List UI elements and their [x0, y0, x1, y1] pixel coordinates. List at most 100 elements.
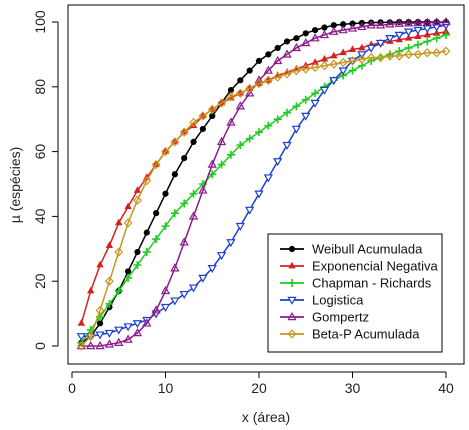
- data-point-beta-p-acumulada: [282, 69, 292, 79]
- data-point-chapman-richards: [124, 273, 133, 282]
- data-point-weibull-acumulada: [237, 77, 244, 84]
- data-point-gompertz: [226, 117, 236, 126]
- data-point-weibull-acumulada: [181, 154, 188, 162]
- data-point-exponencial-negativa: [348, 45, 357, 52]
- data-point-beta-p-acumulada: [123, 218, 133, 228]
- y-tick-label: 80: [32, 79, 48, 95]
- data-point-weibull-acumulada: [321, 24, 328, 31]
- data-point-logistica: [338, 67, 348, 76]
- data-point-logistica: [123, 323, 133, 332]
- data-point-beta-p-acumulada: [198, 111, 208, 121]
- data-point-gompertz: [310, 33, 320, 42]
- data-point-gompertz: [319, 29, 330, 39]
- data-point-beta-p-acumulada: [301, 64, 311, 74]
- data-point-logistica: [188, 284, 199, 293]
- data-point-chapman-richards: [217, 160, 226, 169]
- data-point-chapman-richards: [114, 286, 123, 295]
- data-point-logistica: [432, 23, 442, 32]
- data-point-gompertz: [235, 101, 245, 110]
- series-layer: [76, 16, 451, 351]
- series-beta-p-acumulada: [76, 46, 451, 351]
- data-point-gompertz: [207, 159, 217, 168]
- data-point-gompertz: [142, 318, 152, 327]
- data-point-chapman-richards: [170, 209, 179, 218]
- legend-marker-logistica: [287, 296, 297, 305]
- data-point-beta-p-acumulada: [291, 65, 301, 76]
- data-point-exponencial-negativa: [87, 286, 95, 294]
- data-point-chapman-richards: [264, 121, 273, 130]
- data-point-weibull-acumulada: [171, 171, 178, 178]
- data-point-gompertz: [263, 65, 273, 74]
- data-point-logistica: [263, 174, 273, 183]
- data-point-chapman-richards: [301, 95, 310, 104]
- data-point-chapman-richards: [283, 108, 292, 117]
- data-point-beta-p-acumulada: [170, 137, 180, 147]
- data-point-logistica: [104, 329, 115, 338]
- data-point-chapman-richards: [442, 30, 450, 39]
- data-point-exponencial-negativa: [77, 319, 86, 326]
- data-point-gompertz: [441, 16, 451, 26]
- data-point-chapman-richards: [189, 189, 198, 198]
- y-tick-label: 100: [32, 10, 48, 34]
- data-point-exponencial-negativa: [105, 241, 114, 248]
- data-point-gompertz: [338, 25, 348, 34]
- data-point-logistica: [394, 31, 404, 40]
- data-point-chapman-richards: [142, 248, 151, 257]
- data-point-beta-p-acumulada: [179, 127, 189, 137]
- data-point-beta-p-acumulada: [310, 62, 320, 73]
- series-line-logistica: [81, 24, 447, 338]
- x-tick-label: 0: [68, 380, 76, 396]
- y-axis-title: µ (espécies): [7, 147, 23, 224]
- y-tick-label: 40: [32, 208, 48, 224]
- data-point-logistica: [403, 28, 414, 37]
- axes: 0 10 20 30 40 0 20 40 60 80 100: [32, 10, 454, 396]
- data-point-weibull-acumulada: [246, 67, 253, 74]
- data-point-beta-p-acumulada: [217, 98, 227, 108]
- data-point-weibull-acumulada: [96, 320, 104, 327]
- data-point-exponencial-negativa: [358, 43, 366, 51]
- data-point-gompertz: [375, 20, 386, 29]
- data-point-gompertz: [403, 18, 414, 27]
- data-point-beta-p-acumulada: [422, 48, 432, 58]
- data-point-chapman-richards: [311, 89, 320, 98]
- data-point-gompertz: [347, 23, 358, 32]
- legend-box: [267, 233, 443, 353]
- data-point-beta-p-acumulada: [86, 331, 96, 341]
- legend-marker-gompertz: [287, 311, 297, 321]
- data-point-beta-p-acumulada: [338, 57, 348, 68]
- y-tick-label: 60: [32, 144, 48, 160]
- x-tick-label: 30: [345, 380, 361, 396]
- data-point-exponencial-negativa: [96, 260, 104, 268]
- data-point-logistica: [282, 141, 292, 150]
- data-point-weibull-acumulada: [274, 44, 281, 52]
- data-point-exponencial-negativa: [115, 218, 123, 226]
- data-point-weibull-acumulada: [283, 38, 291, 45]
- data-point-chapman-richards: [226, 150, 235, 159]
- data-point-chapman-richards: [105, 299, 114, 308]
- data-point-logistica: [366, 44, 376, 53]
- data-point-chapman-richards: [245, 134, 254, 143]
- data-point-logistica: [319, 86, 330, 95]
- data-point-beta-p-acumulada: [413, 49, 423, 60]
- data-point-logistica: [329, 77, 339, 86]
- data-point-logistica: [245, 206, 255, 215]
- x-tick-label: 20: [251, 380, 267, 396]
- data-point-beta-p-acumulada: [366, 52, 376, 63]
- data-point-chapman-richards: [273, 115, 282, 124]
- legend-label-exponencial-negativa: Exponencial Negativa: [312, 259, 439, 274]
- legend-label-gompertz: Gompertz: [312, 310, 369, 325]
- data-point-gompertz: [413, 17, 423, 27]
- data-point-logistica: [273, 158, 283, 167]
- y-tick-label: 0: [32, 342, 48, 350]
- data-point-chapman-richards: [180, 199, 189, 208]
- series-chapman-richards: [77, 30, 450, 347]
- plot-frame: [67, 4, 465, 365]
- data-point-logistica: [76, 333, 86, 342]
- data-point-exponencial-negativa: [124, 202, 132, 210]
- series-gompertz: [76, 16, 451, 350]
- data-point-beta-p-acumulada: [348, 56, 357, 66]
- data-point-logistica: [422, 25, 432, 34]
- data-point-chapman-richards: [208, 170, 217, 179]
- data-point-gompertz: [179, 237, 189, 246]
